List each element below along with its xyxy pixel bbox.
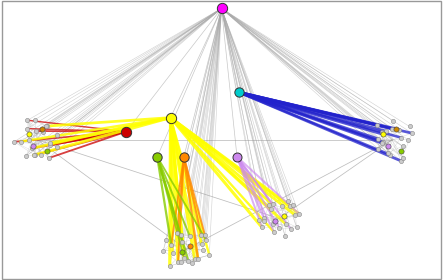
Point	[178, 233, 185, 237]
Point	[374, 137, 381, 141]
Point	[374, 123, 381, 127]
Point	[163, 238, 170, 242]
Point	[17, 139, 24, 144]
Point	[186, 234, 193, 238]
Point	[24, 126, 31, 131]
Point	[154, 155, 161, 159]
Point	[290, 202, 297, 207]
Point	[39, 127, 46, 131]
Point	[293, 225, 300, 230]
Point	[406, 124, 413, 129]
Point	[284, 199, 291, 204]
Point	[295, 212, 303, 216]
Point	[175, 260, 182, 264]
Point	[43, 149, 50, 153]
Point	[384, 143, 391, 148]
Point	[270, 222, 277, 227]
Point	[169, 251, 176, 255]
Point	[123, 129, 130, 134]
Point	[177, 260, 184, 265]
Point	[179, 240, 186, 244]
Point	[379, 132, 386, 136]
Point	[54, 133, 61, 137]
Point	[43, 124, 50, 128]
Point	[25, 138, 32, 143]
Point	[218, 6, 225, 11]
Point	[23, 154, 30, 158]
Point	[178, 250, 185, 254]
Point	[258, 225, 265, 229]
Point	[408, 131, 416, 136]
Point	[400, 155, 407, 160]
Point	[47, 141, 54, 145]
Point	[25, 132, 32, 137]
Point	[287, 204, 294, 208]
Point	[203, 238, 210, 242]
Point	[47, 143, 54, 148]
Point	[31, 118, 38, 122]
Point	[265, 203, 272, 207]
Point	[404, 137, 412, 142]
Point	[374, 146, 381, 151]
Point	[199, 248, 206, 252]
Point	[389, 127, 396, 131]
Point	[181, 256, 188, 261]
Point	[269, 202, 276, 207]
Point	[54, 144, 61, 149]
Point	[202, 233, 209, 237]
Point	[11, 139, 18, 144]
Point	[397, 149, 404, 153]
Point	[399, 144, 406, 148]
Point	[386, 152, 393, 157]
Point	[45, 156, 52, 160]
Point	[397, 135, 404, 140]
Point	[38, 153, 45, 157]
Point	[276, 226, 283, 230]
Point	[380, 132, 387, 137]
Point	[395, 127, 402, 132]
Point	[180, 155, 187, 159]
Point	[30, 153, 37, 157]
Point	[31, 153, 39, 157]
Point	[167, 243, 175, 247]
Point	[32, 129, 39, 133]
Point	[382, 129, 389, 133]
Point	[280, 213, 287, 218]
Point	[380, 140, 387, 144]
Point	[187, 244, 194, 249]
Point	[194, 257, 202, 261]
Point	[236, 90, 243, 95]
Point	[198, 233, 205, 238]
Point	[42, 124, 49, 128]
Point	[191, 257, 198, 261]
Point	[206, 253, 213, 257]
Point	[198, 242, 205, 246]
Point	[233, 155, 241, 159]
Point	[385, 150, 392, 155]
Point	[287, 227, 294, 231]
Point	[28, 146, 35, 151]
Point	[174, 231, 181, 235]
Point	[271, 230, 278, 234]
Point	[268, 207, 275, 211]
Point	[261, 219, 268, 223]
Point	[271, 219, 278, 223]
Point	[397, 158, 404, 163]
Point	[256, 217, 263, 222]
Point	[30, 143, 37, 148]
Point	[282, 234, 289, 239]
Point	[278, 204, 285, 208]
Point	[24, 118, 31, 122]
Point	[185, 259, 192, 263]
Point	[40, 130, 47, 135]
Point	[292, 213, 299, 218]
Point	[189, 260, 196, 265]
Point	[378, 141, 385, 145]
Point	[160, 248, 167, 253]
Point	[393, 127, 400, 131]
Point	[378, 130, 385, 134]
Point	[389, 119, 396, 123]
Point	[260, 215, 268, 220]
Point	[166, 263, 173, 268]
